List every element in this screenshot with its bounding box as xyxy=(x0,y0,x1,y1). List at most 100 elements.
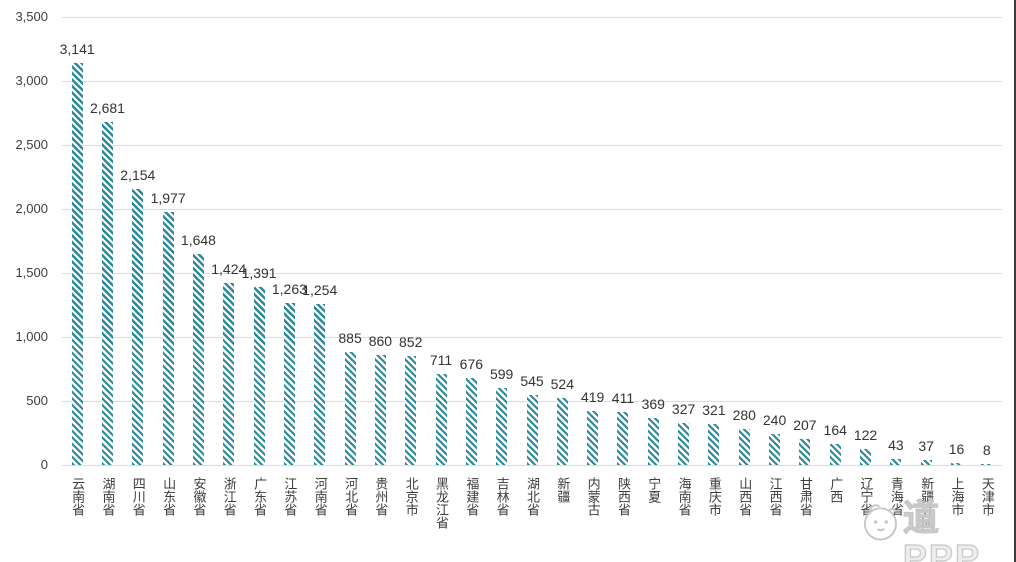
y-axis-tick-label: 3,000 xyxy=(15,73,48,88)
bar-value-label: 885 xyxy=(338,329,362,346)
x-axis-category-label: 天津市 xyxy=(979,477,995,516)
bar xyxy=(374,354,386,465)
bar xyxy=(951,462,963,465)
x-axis-category-label: 广西 xyxy=(828,477,844,503)
x-axis-category-label: 内蒙古 xyxy=(585,477,601,516)
bar-value-label: 1,424 xyxy=(211,260,247,277)
bar xyxy=(101,121,113,465)
bar xyxy=(526,395,538,465)
bar xyxy=(647,417,659,465)
x-axis-category-label: 重庆市 xyxy=(706,477,722,516)
bar xyxy=(799,438,811,465)
x-axis-category-label: 辽宁省 xyxy=(858,477,874,516)
bar-value-label: 1,977 xyxy=(150,189,186,206)
bar-value-label: 122 xyxy=(853,427,878,444)
bar xyxy=(344,351,356,465)
bar xyxy=(496,388,508,465)
bar-value-label: 676 xyxy=(459,356,484,373)
bar-value-label: 2,154 xyxy=(120,167,156,184)
bar xyxy=(223,282,235,465)
bar-value-label: 43 xyxy=(888,437,904,454)
bar xyxy=(556,397,568,465)
bar xyxy=(678,423,690,465)
y-axis-tick-label: 0 xyxy=(40,457,48,472)
x-axis-category-label: 江西省 xyxy=(767,477,783,516)
bar xyxy=(617,412,629,465)
bar-value-label: 8 xyxy=(982,441,991,458)
x-axis-category-label: 甘肃省 xyxy=(797,477,813,516)
bar-value-label: 37 xyxy=(918,438,934,455)
x-axis-category-label: 江苏省 xyxy=(282,477,298,516)
bar xyxy=(71,62,83,465)
bar-value-label: 164 xyxy=(823,422,847,438)
bar xyxy=(283,303,295,465)
x-axis-category-label: 海南省 xyxy=(676,477,692,516)
x-axis-category-label: 湖北省 xyxy=(525,477,540,516)
bar-value-label: 2,681 xyxy=(89,99,125,116)
bar-value-label: 1,391 xyxy=(241,264,277,281)
x-axis-category-label: 黑龙江省 xyxy=(434,477,450,529)
x-axis-category-label: 新疆兵团 xyxy=(919,477,935,529)
gridline xyxy=(62,337,1002,338)
gridline xyxy=(62,17,1002,18)
x-axis-category-label: 河南省 xyxy=(312,477,328,516)
x-axis-category-label: 湖南省 xyxy=(100,477,116,516)
gridline xyxy=(62,209,1002,210)
bar-value-label: 327 xyxy=(671,401,696,418)
bar-value-label: 240 xyxy=(762,412,787,429)
x-axis-category-label: 福建省 xyxy=(464,477,480,516)
x-axis-category-label: 山东省 xyxy=(161,477,177,516)
bar-value-label: 852 xyxy=(399,333,423,350)
x-axis-category-label: 安徽省 xyxy=(191,477,207,516)
y-axis-tick-label: 2,500 xyxy=(15,137,48,152)
x-axis-category-label: 广东省 xyxy=(252,477,268,516)
bar-value-label: 1,254 xyxy=(302,282,338,299)
screenshot-right-edge xyxy=(1014,0,1016,562)
bar xyxy=(587,411,599,465)
bar xyxy=(981,463,993,465)
bar-value-label: 524 xyxy=(550,375,574,392)
x-axis-category-label: 青海省 xyxy=(888,477,904,516)
bar xyxy=(860,449,872,465)
bar xyxy=(132,189,144,465)
bar-value-label: 280 xyxy=(732,407,756,424)
bar-value-label: 207 xyxy=(793,416,817,433)
bar xyxy=(435,373,447,465)
bar-value-label: 321 xyxy=(702,401,726,418)
x-axis-category-label: 四川省 xyxy=(130,477,146,516)
gridline xyxy=(62,273,1002,274)
bar-value-label: 369 xyxy=(641,395,665,412)
x-axis-category-label: 云南省 xyxy=(70,477,86,516)
bar-value-label: 711 xyxy=(429,351,453,368)
bar xyxy=(738,429,750,465)
bar xyxy=(314,304,326,465)
bar xyxy=(162,211,174,465)
y-axis-tick-label: 500 xyxy=(26,393,48,408)
y-axis-tick-label: 1,000 xyxy=(15,329,48,344)
bar-value-label: 1,648 xyxy=(180,232,216,249)
bar-value-label: 411 xyxy=(611,390,635,407)
bar-value-label: 860 xyxy=(368,332,393,349)
bar xyxy=(405,355,417,465)
x-axis-category-label: 山西省 xyxy=(737,477,753,516)
bar xyxy=(192,254,204,465)
bar xyxy=(465,378,477,465)
bar xyxy=(890,459,902,465)
x-axis-category-label: 北京市 xyxy=(403,477,419,516)
x-axis-category-label: 宁夏 xyxy=(646,477,662,503)
bar xyxy=(920,460,932,465)
bar-value-label: 3,141 xyxy=(59,40,95,57)
x-axis-category-label: 吉林省 xyxy=(494,477,510,516)
x-axis-category-label: 上海市 xyxy=(949,477,965,516)
bar xyxy=(708,423,720,465)
x-axis-category-label: 浙江省 xyxy=(221,477,237,516)
y-axis-tick-label: 2,000 xyxy=(15,201,48,216)
y-axis-tick-label: 1,500 xyxy=(15,265,48,280)
bar xyxy=(829,444,841,465)
bar xyxy=(769,434,781,465)
x-axis-category-label: 河北省 xyxy=(343,477,359,516)
x-axis-category-label: 新疆 xyxy=(555,477,571,503)
bar-value-label: 599 xyxy=(489,366,514,383)
gridline xyxy=(62,81,1002,82)
